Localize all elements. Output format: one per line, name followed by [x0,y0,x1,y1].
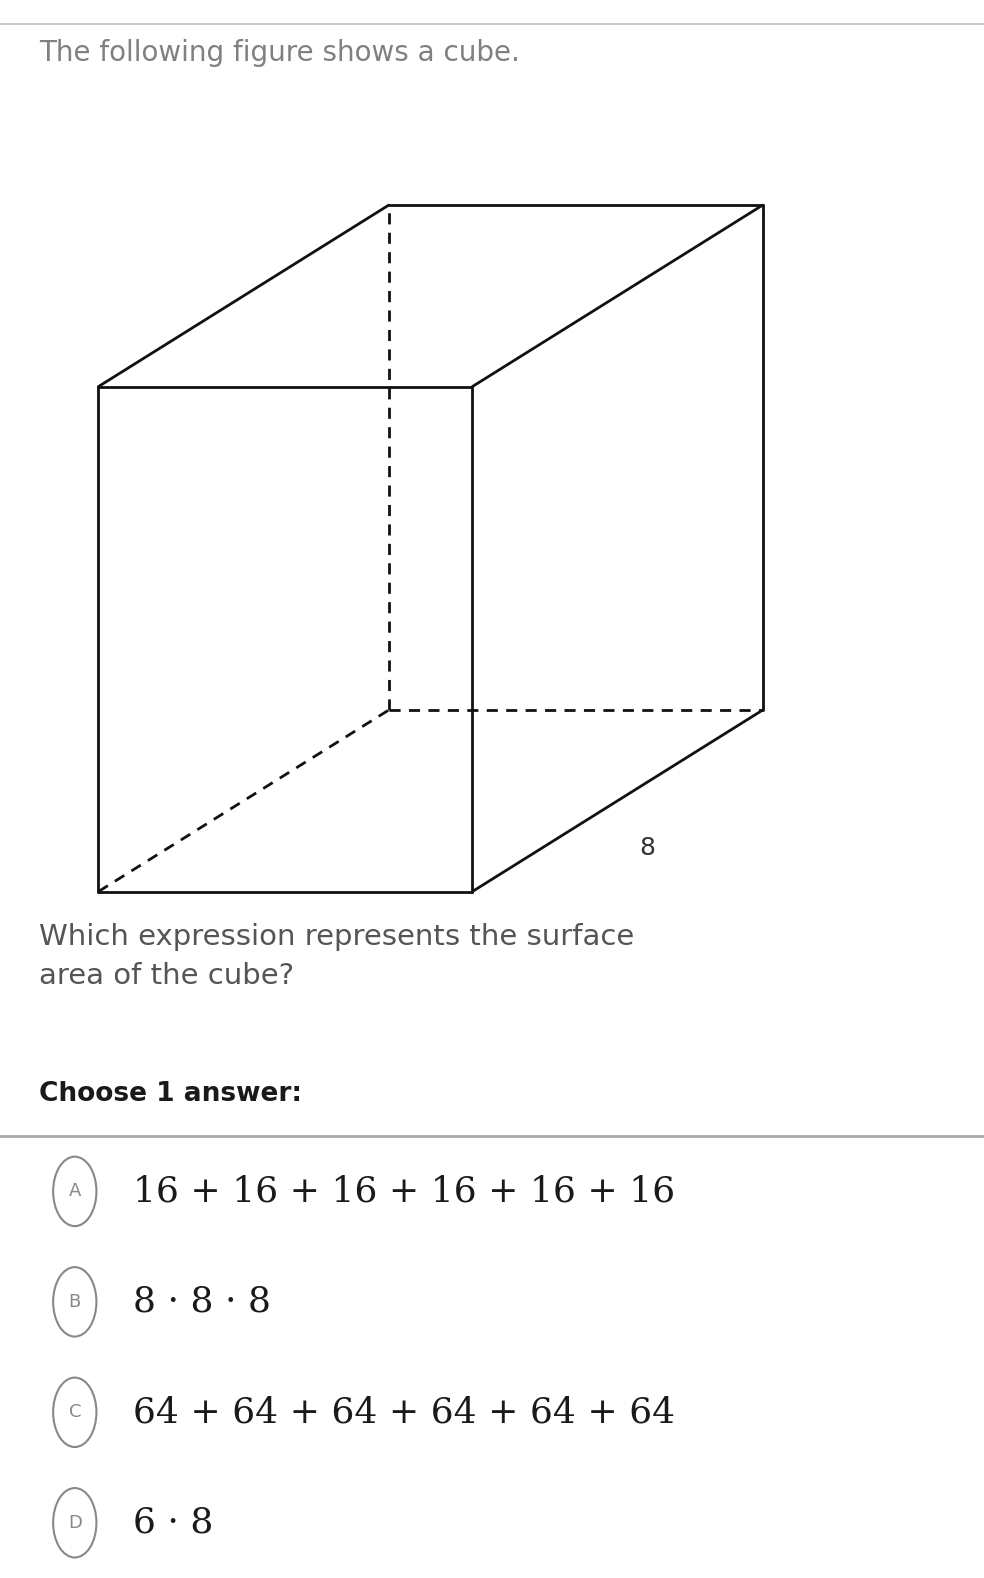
Text: D: D [68,1513,82,1532]
Text: Which expression represents the surface
area of the cube?: Which expression represents the surface … [39,923,635,989]
Text: B: B [69,1292,81,1311]
Text: 6 · 8: 6 · 8 [133,1505,214,1540]
Text: Choose 1 answer:: Choose 1 answer: [39,1081,302,1106]
Text: A: A [69,1182,81,1201]
Text: 8 · 8 · 8: 8 · 8 · 8 [133,1284,271,1319]
Text: 16 + 16 + 16 + 16 + 16 + 16: 16 + 16 + 16 + 16 + 16 + 16 [133,1174,675,1209]
Text: 64 + 64 + 64 + 64 + 64 + 64: 64 + 64 + 64 + 64 + 64 + 64 [133,1395,675,1430]
Text: The following figure shows a cube.: The following figure shows a cube. [39,39,521,68]
Text: C: C [69,1403,81,1422]
Text: 8: 8 [639,836,655,860]
